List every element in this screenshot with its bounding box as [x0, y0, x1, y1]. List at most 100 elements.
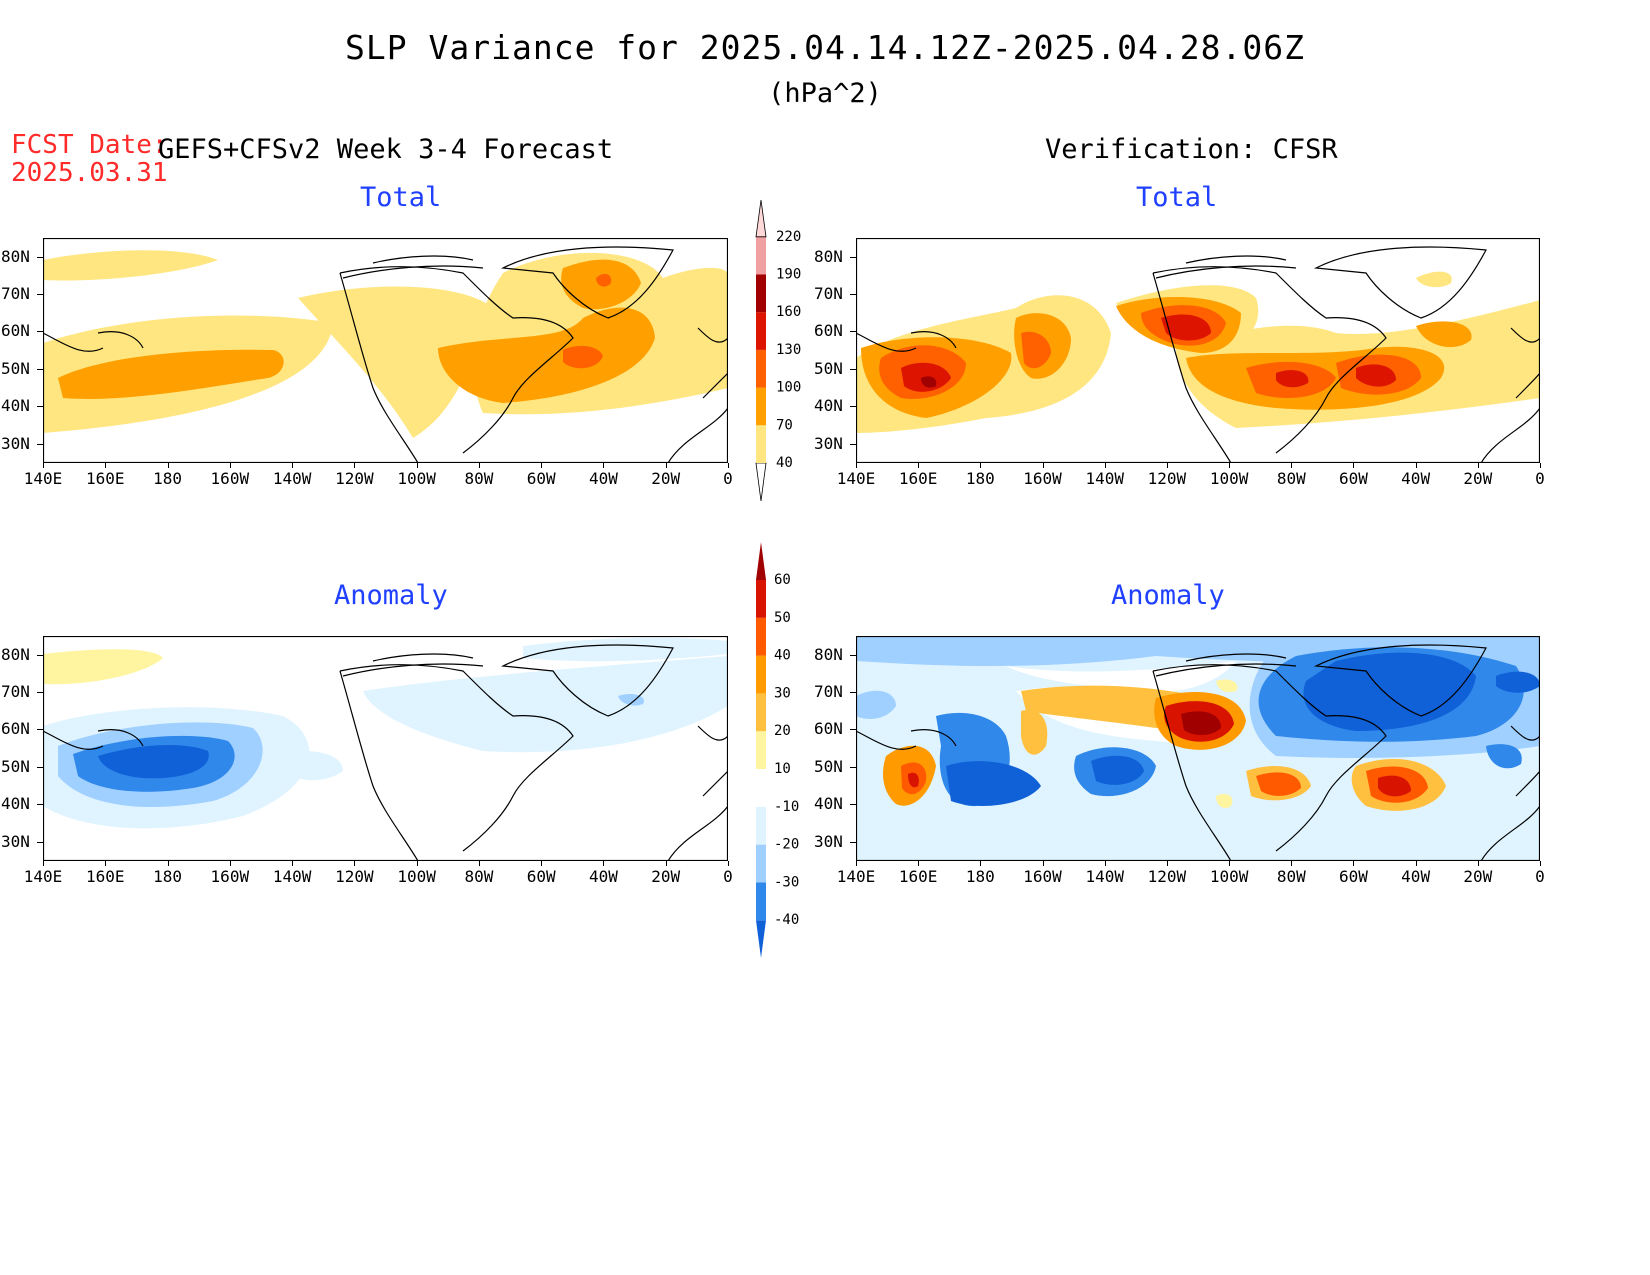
lon-tick	[1166, 463, 1168, 468]
colorbar-total-box	[756, 387, 766, 426]
lon-tick	[1229, 463, 1231, 468]
fcst-date-value: 2025.03.31	[11, 158, 168, 188]
lon-label-verification-anomaly: 160E	[898, 867, 938, 886]
main-title: SLP Variance for 2025.04.14.12Z-2025.04.…	[345, 28, 1305, 67]
lon-tick	[665, 861, 667, 866]
colorbar-anomaly-box	[756, 731, 766, 769]
lon-tick	[292, 463, 294, 468]
lon-tick	[603, 463, 605, 468]
lat-label-forecast-anomaly: 40N	[1, 794, 30, 813]
lon-tick	[1540, 463, 1541, 468]
lon-label-verification-anomaly: 40W	[1401, 867, 1431, 886]
lon-label-forecast-total: 80W	[464, 469, 494, 488]
lon-label-verification-anomaly: 80W	[1276, 867, 1306, 886]
lat-tick	[850, 406, 856, 407]
lon-tick	[541, 861, 543, 866]
lon-tick	[1353, 463, 1355, 468]
colorbar-total-label: 190	[776, 267, 801, 283]
lat-tick	[37, 842, 43, 843]
lat-tick	[37, 406, 43, 407]
colorbar-total-label: 160	[776, 304, 801, 320]
colorbar-anomaly-label: 20	[774, 723, 791, 739]
lon-label-verification-total: 160E	[898, 469, 938, 488]
lon-label-verification-total: 140W	[1085, 469, 1124, 488]
lat-tick	[850, 804, 856, 805]
lon-tick	[167, 463, 169, 468]
lon-label-forecast-total: 20W	[651, 469, 681, 488]
lon-tick	[416, 463, 418, 468]
lat-tick	[37, 444, 43, 445]
colorbar-anomaly-label: 60	[774, 572, 791, 588]
colorbar-anomaly-label: 40	[774, 648, 791, 664]
lon-label-verification-anomaly: 20W	[1463, 867, 1493, 886]
lon-tick	[1540, 861, 1541, 866]
lon-tick	[1042, 463, 1044, 468]
lat-tick	[37, 692, 43, 693]
lon-label-forecast-total: 180	[153, 469, 182, 488]
forecast-header: GEFS+CFSv2 Week 3-4 Forecast	[158, 134, 614, 165]
colorbar-anomaly-label: 30	[774, 685, 791, 701]
colorbar-total-box	[756, 274, 766, 313]
colorbar-anomaly-box	[756, 769, 766, 807]
colorbar-anomaly-label: 10	[774, 761, 791, 777]
colorbar-total-lower-tri	[755, 462, 767, 502]
lat-label-forecast-anomaly: 70N	[1, 682, 30, 701]
lat-label-forecast-anomaly: 30N	[1, 832, 30, 851]
lat-label-forecast-total: 40N	[1, 396, 30, 415]
lon-tick	[43, 861, 44, 866]
lon-label-verification-total: 180	[965, 469, 995, 488]
lat-tick	[37, 729, 43, 730]
lat-tick	[850, 294, 856, 295]
lon-tick	[292, 861, 294, 866]
lon-label-verification-anomaly: 120W	[1147, 867, 1187, 886]
panel-title-verification-total: Total	[1136, 182, 1218, 213]
lat-label-verification-anomaly: 40N	[814, 794, 843, 813]
lat-tick	[850, 369, 856, 370]
lon-label-verification-total: 160W	[1023, 469, 1062, 488]
lat-label-forecast-total: 80N	[1, 247, 30, 266]
colorbar-anomaly-label: -20	[774, 837, 799, 853]
lat-label-forecast-anomaly: 80N	[1, 645, 30, 664]
lat-tick	[37, 369, 43, 370]
lon-label-forecast-total: 160W	[210, 469, 250, 488]
lon-label-verification-anomaly: 60W	[1339, 867, 1368, 886]
lat-tick	[850, 842, 856, 843]
lon-label-forecast-anomaly: 160W	[210, 867, 250, 886]
lat-label-verification-total: 40N	[814, 396, 843, 415]
lon-tick	[980, 861, 982, 866]
lon-label-forecast-anomaly: 180	[153, 867, 182, 886]
lat-tick	[37, 331, 43, 332]
colorbar-total: 40 70 100 130 160 190 220	[755, 199, 801, 502]
lat-label-verification-anomaly: 80N	[814, 645, 843, 664]
lat-label-forecast-total: 60N	[1, 321, 30, 340]
lon-label-verification-total: 60W	[1339, 469, 1368, 488]
lon-label-verification-anomaly: 160W	[1023, 867, 1062, 886]
lon-tick	[1229, 861, 1231, 866]
colorbar-total-box	[756, 349, 766, 388]
lat-tick	[37, 294, 43, 295]
lat-tick	[850, 331, 856, 332]
lat-label-verification-total: 60N	[814, 321, 843, 340]
colorbar-anomaly-box	[756, 882, 766, 921]
colorbar-anomaly-box	[756, 580, 766, 618]
colorbar-anomaly-label: 50	[774, 610, 791, 626]
lat-tick	[37, 655, 43, 656]
map-verification-anomaly	[856, 636, 1540, 861]
lat-tick	[37, 257, 43, 258]
lon-label-verification-total: 100W	[1209, 469, 1249, 488]
lon-label-forecast-anomaly: 140E	[23, 867, 63, 886]
lon-tick	[728, 861, 729, 866]
lon-tick	[541, 463, 543, 468]
lat-label-verification-total: 70N	[814, 284, 843, 303]
lat-tick	[850, 767, 856, 768]
lon-label-verification-total: 80W	[1276, 469, 1306, 488]
lat-label-verification-total: 30N	[814, 434, 843, 453]
lon-label-forecast-anomaly: 40W	[589, 867, 618, 886]
colorbar-anomaly-box	[756, 844, 766, 883]
lon-tick	[229, 463, 231, 468]
lon-tick	[229, 861, 231, 866]
lon-tick	[1291, 463, 1293, 468]
lon-label-forecast-anomaly: 120W	[335, 867, 374, 886]
lat-label-forecast-anomaly: 60N	[1, 719, 30, 738]
colorbar-anomaly-label: -10	[774, 799, 799, 815]
